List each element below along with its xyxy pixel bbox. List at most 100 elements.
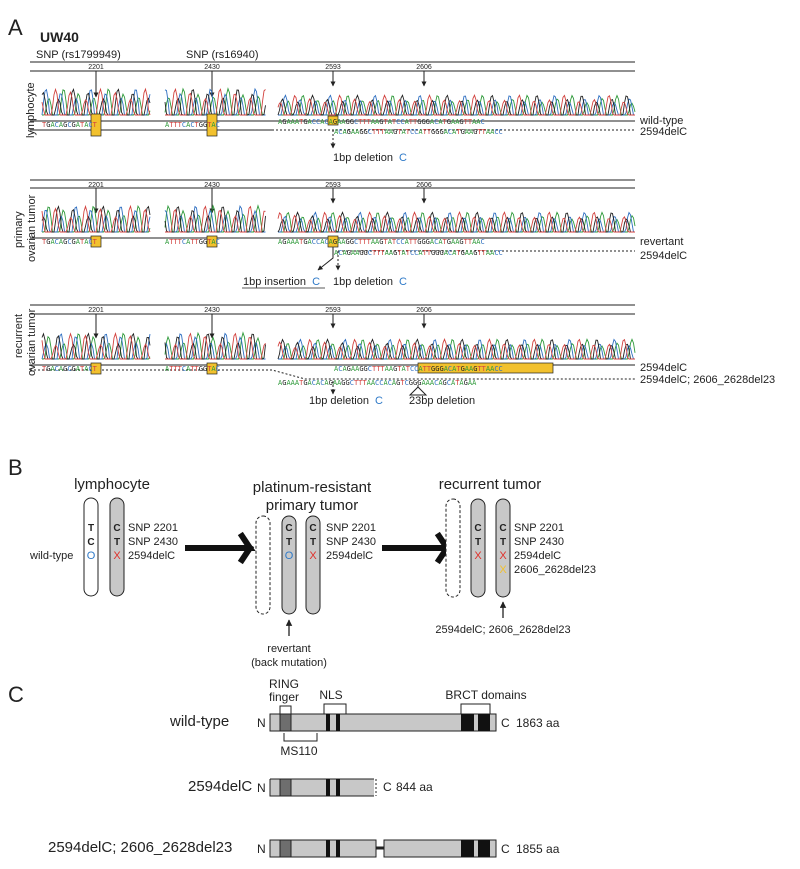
allele-t: T [114,537,120,548]
protein-name-wt: wild-type [169,713,229,730]
stage3-title: recurrent tumor [439,476,542,493]
n-terminus: N [257,716,266,730]
c-terminus: C [383,780,392,794]
brct-label: BRCT domains [445,688,526,702]
arrow-right-2 [382,531,453,565]
snp-2201-label: SNP 2201 [514,522,564,534]
allele-c: C [499,523,506,534]
pos-2201: 2201 [88,182,104,189]
note-23bp-deletion: 23bp deletion [409,395,475,407]
seq-left-2: TGACAGCGATACT [42,238,98,246]
pos-2201: 2201 [88,307,104,314]
pos-2606: 2606 [416,307,432,314]
mut-2606-label: 2606_2628del23 [514,564,596,576]
ms110-label: MS110 [280,744,317,758]
snp1-title: SNP (rs1799949) [36,49,121,61]
arrow-right-1 [185,531,256,565]
wildtype-label: wild-type [29,550,73,562]
pos-2430: 2430 [204,182,220,189]
c-terminus: C [501,842,510,856]
seq-top-2: AGAAATGACCACAGAAGGCTTTAAGTATCCATTGGGACAT… [278,238,485,246]
brct-domain [478,840,490,857]
snp-2201-label: SNP 2201 [326,522,376,534]
marker-ok: O [87,550,96,562]
chromosome-lost [255,515,271,615]
brct-domain [478,714,490,731]
pos-2606: 2606 [416,182,432,189]
ring-label-2: finger [269,690,299,704]
chromosome-wt [83,497,99,597]
snp-2430-label: SNP 2430 [514,536,564,548]
seq-top-3: ACAGAAGGCTTTAAGTATCCATTGGGACATGAAGTTAACC [334,365,503,373]
chromatogram-traces-2 [41,204,636,233]
protein-length-wt: 1863 aa [516,716,560,730]
panel-a-label: A [8,15,23,40]
chromosome-revertant [281,515,297,615]
panel-a: A UW40 SNP (rs1799949) SNP (rs16940) lym… [8,15,775,407]
row-label-primary-1: primary [13,211,25,248]
allele-top-3: 2594delC [640,362,687,374]
seq-left-1: TGACAGCGATACT [42,121,98,129]
chromosome-lost [445,498,461,598]
brct-domain [461,714,474,731]
seq-mid-3: ATTTCATTGGTAC [165,365,220,373]
chromatogram-trace [277,338,635,360]
allele-c: C [309,523,316,534]
protein-bar-del [270,779,374,796]
segment-gaps [150,61,276,366]
chromatogram-trace [165,332,266,360]
pos-2430: 2430 [204,64,220,71]
row-recurrent-tumor: recurrent ovarian tumor 2201 2430 2593 2… [13,304,775,407]
chromatogram-trace [41,204,151,233]
marker-mut: X [474,550,482,562]
chromatogram-traces-3 [41,331,636,360]
protein-length-double: 1855 aa [516,842,560,856]
snp-2430-label: SNP 2430 [128,536,178,548]
seq-bottom-2: ACAGAAGGCTTTAAGTATCCATTGGGACATGAAGTTAACC [334,249,503,257]
chromatogram-trace [277,93,635,116]
snp2-title: SNP (rs16940) [186,49,259,61]
allele-c: C [87,537,94,548]
chromatogram-traces-1 [41,87,636,116]
allele-t: T [500,537,506,548]
seq-mid-2: ATTTCATTGGTAC [165,238,220,246]
nls-mark [326,714,330,731]
chromosome-mut [470,498,486,598]
marker-mut: X [499,550,507,562]
stage2-title-1: platinum-resistant [253,479,372,496]
ring-domain [279,713,292,732]
allele-top-2: revertant [640,236,683,248]
row-primary-tumor: primary ovarian tumor 2201 2430 2593 260… [13,179,687,289]
chromatogram-trace [165,205,266,233]
n-terminus: N [257,781,266,795]
panel-c: C RING finger NLS BRCT domains wild-type… [8,677,560,858]
nls-mark [336,714,340,731]
allele-c: C [285,523,292,534]
nls-mark [326,840,330,857]
row-label-primary-2: ovarian tumor [26,194,38,262]
allele-c: C [474,523,481,534]
chromatogram-trace [277,338,635,360]
ring-domain [279,778,292,797]
seq-bottom-1: ACAGAAGGCTTTAAGTATCCATTGGGACATGAAGTTAACC [334,128,503,136]
seq-bottom-3: AGAAATGACACAGAAGGCTTTAACCACAGTCGGGAAACAG… [278,379,477,387]
allele-bottom-3: 2594delC; 2606_2628del23 [640,374,775,386]
ring-label-1: RING [269,677,299,691]
seq-left-3: TGACAGCGATACT [42,365,98,373]
marker-mut-2: X [499,564,507,576]
row-label-recurrent-2: ovarian tumor [26,308,38,376]
note-deletion-2: 1bp deletion C [333,276,407,288]
row-label-recurrent-1: recurrent [13,314,25,358]
pos-2593: 2593 [325,182,341,189]
nls-mark [336,840,340,857]
chromatogram-trace [277,94,635,116]
chromosome-double-mut [495,498,511,598]
seq-mid-1: ATTTCACTGGTAC [165,121,220,129]
stage1-title: lymphocyte [74,476,150,493]
allele-c: C [113,523,120,534]
note-insertion-2: 1bp insertion C [243,276,320,288]
nls-mark [336,779,340,796]
recurrent-caption: 2594delC; 2606_2628del23 [435,624,570,636]
note-deletion-1: 1bp deletion C [333,152,407,164]
ring-domain [279,839,292,858]
